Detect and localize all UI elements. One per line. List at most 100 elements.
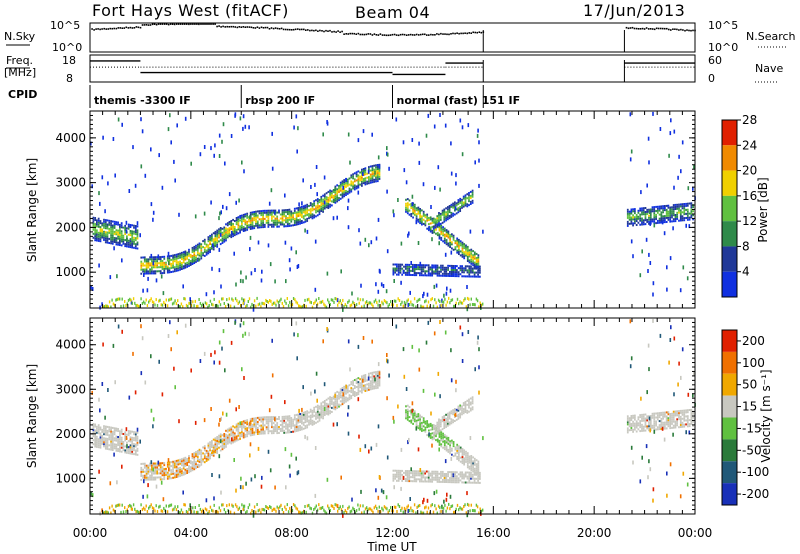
power-cell	[265, 215, 268, 218]
power-cell	[443, 239, 446, 242]
power-cell	[249, 221, 252, 224]
power-cell	[630, 220, 633, 223]
power-cell	[472, 260, 474, 263]
power-cell	[217, 304, 219, 308]
power-cell	[419, 218, 421, 221]
power-cell	[413, 213, 416, 216]
velocity-cell	[359, 386, 361, 389]
power-cell	[121, 258, 123, 263]
power-cell	[219, 211, 221, 216]
velocity-cell	[438, 478, 441, 481]
noise-point	[341, 30, 343, 33]
power-cell	[686, 208, 689, 211]
power-cell	[329, 195, 331, 198]
power-cell	[260, 226, 263, 229]
velocity-cell	[470, 455, 473, 457]
velocity-cell	[198, 458, 201, 461]
power-cell	[116, 274, 118, 279]
power-cell	[419, 297, 421, 301]
velocity-cell	[311, 413, 314, 416]
power-cell	[260, 278, 263, 283]
power-cell	[278, 221, 280, 224]
velocity-cell	[434, 472, 437, 475]
velocity-cell	[271, 426, 273, 429]
velocity-cell	[214, 437, 217, 440]
power-cell	[440, 266, 442, 269]
power-cell	[412, 216, 414, 219]
power-cell	[449, 237, 451, 240]
power-cell	[224, 304, 227, 308]
velocity-cell	[461, 413, 463, 416]
velocity-cell	[332, 403, 335, 406]
power-cell	[271, 225, 273, 228]
noise-point	[182, 23, 184, 25]
power-cell	[271, 223, 273, 226]
power-cell	[434, 270, 437, 273]
power-cell	[439, 218, 442, 221]
power-cell	[649, 261, 652, 265]
power-cell	[234, 297, 237, 301]
velocity-cell	[140, 462, 143, 465]
power-cell	[641, 207, 643, 210]
power-cell	[401, 263, 404, 266]
velocity-cell	[182, 463, 185, 466]
power-cell	[644, 213, 647, 216]
velocity-cell	[179, 462, 181, 465]
velocity-cell	[396, 475, 398, 478]
velocity-cell	[378, 378, 381, 381]
power-cell	[669, 216, 672, 219]
velocity-cell	[441, 478, 444, 481]
power-cell	[688, 202, 691, 205]
power-cell	[322, 204, 324, 207]
power-cell	[456, 237, 459, 240]
power-cell	[220, 284, 222, 289]
noise-point	[113, 27, 115, 30]
power-cell	[124, 233, 127, 236]
power-cell	[331, 194, 333, 197]
velocity-cell	[318, 407, 321, 410]
power-cell	[188, 252, 190, 255]
power-cell	[314, 182, 316, 187]
velocity-cell	[205, 451, 208, 454]
power-cell	[366, 172, 369, 175]
power-cell	[160, 303, 162, 307]
velocity-cell	[445, 477, 448, 479]
power-cell	[184, 264, 187, 267]
power-cell	[269, 223, 271, 226]
velocity-cell	[119, 450, 121, 453]
power-cell	[181, 262, 183, 265]
power-cell	[297, 219, 300, 222]
velocity-cell	[242, 420, 245, 423]
velocity-cell	[361, 383, 363, 386]
velocity-cell	[438, 420, 440, 423]
power-cell	[433, 266, 435, 269]
power-cell	[653, 206, 656, 209]
velocity-cell	[196, 466, 199, 468]
power-cell	[237, 216, 240, 219]
power-cell	[449, 241, 451, 244]
noise-point	[430, 33, 432, 36]
power-cell	[449, 233, 451, 236]
power-cell	[438, 270, 441, 273]
power-cell	[649, 210, 652, 213]
velocity-cell	[431, 480, 434, 483]
power-cell	[279, 223, 282, 226]
noise-point	[264, 26, 267, 29]
power-cell	[235, 221, 238, 224]
velocity-cell	[424, 476, 427, 479]
power-cell	[448, 211, 451, 214]
velocity-cell	[320, 404, 323, 407]
power-cell	[241, 224, 243, 227]
power-cell	[463, 275, 465, 278]
velocity-cell	[313, 420, 316, 423]
power-cell	[179, 268, 181, 271]
power-cell	[110, 224, 112, 227]
power-cell	[382, 284, 385, 288]
power-cell	[455, 204, 458, 207]
velocity-cell	[411, 474, 414, 477]
noise-point	[690, 29, 692, 32]
power-cell	[464, 275, 467, 278]
velocity-cell	[428, 429, 430, 432]
